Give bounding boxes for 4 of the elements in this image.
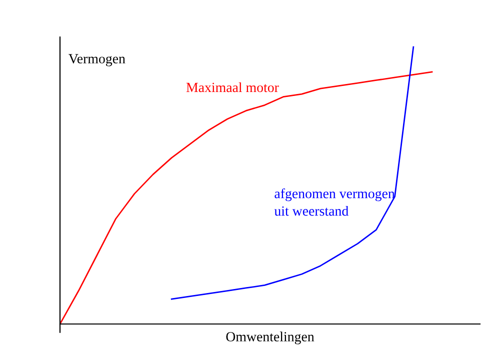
x-axis-title: Omwentelingen bbox=[226, 332, 314, 344]
series-label: Maximaal motor bbox=[186, 82, 279, 92]
series-label: afgenomen vermogen uit weerstand bbox=[274, 188, 395, 216]
y-axis-title: Vermogen bbox=[68, 54, 126, 66]
